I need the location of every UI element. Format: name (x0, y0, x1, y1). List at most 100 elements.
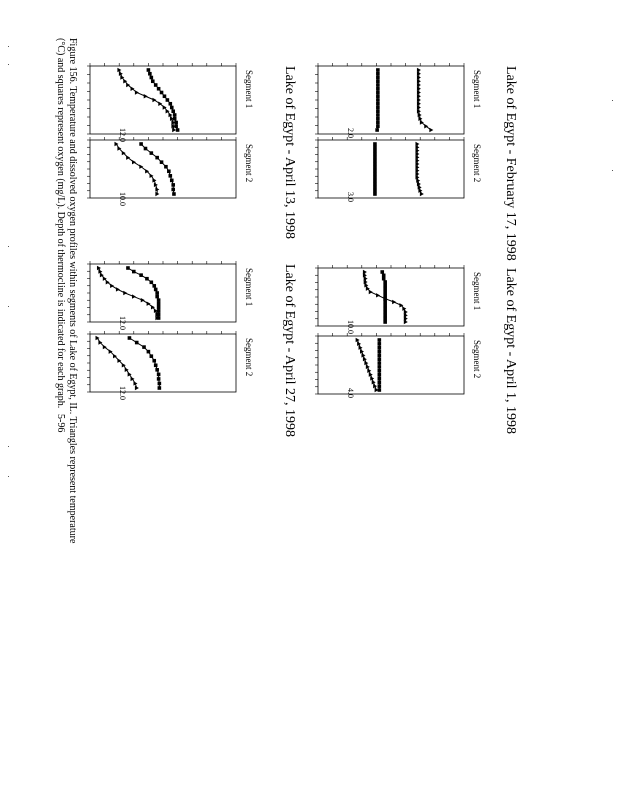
oxygen-point (153, 287, 158, 292)
temperature-point (114, 141, 119, 147)
oxygen-point (168, 101, 173, 106)
scan-speck (612, 170, 613, 171)
oxygen-point (377, 345, 382, 350)
temperature-point (153, 182, 158, 188)
oxygen-point (153, 363, 158, 368)
oxygen-point (149, 151, 154, 155)
oxygen-point (373, 188, 377, 193)
profile-panel-0-0: Segment 1 2.0 (315, 63, 482, 138)
oxygen-point (375, 128, 379, 132)
segment-label: Segment 1 (244, 268, 254, 306)
oxygen-point (373, 185, 377, 190)
temperature-point (368, 372, 373, 377)
temperature-point (120, 75, 125, 80)
oxygen-point (156, 301, 161, 306)
temperature-point (130, 376, 135, 382)
temperature-line (98, 267, 158, 318)
temperature-point (418, 116, 423, 121)
temperature-point (113, 353, 118, 359)
temperature-point (105, 280, 110, 285)
temperature-point (171, 120, 176, 125)
oxygen-point (381, 276, 386, 281)
temperature-point (139, 164, 144, 169)
temperature-point (416, 105, 421, 110)
oxygen-point (373, 142, 377, 146)
temperature-point (108, 349, 113, 354)
temperature-point (362, 269, 367, 275)
temperature-line (416, 144, 423, 195)
temperature-point (399, 303, 404, 308)
temperature-point (126, 155, 131, 160)
oxygen-point (376, 68, 380, 72)
temperature-point (123, 79, 128, 84)
temperature-point (363, 276, 368, 281)
oxygen-point (383, 306, 387, 311)
temperature-point (96, 265, 101, 271)
scan-speck (612, 100, 613, 101)
thermocline-depth-label: 4.0 (346, 388, 355, 398)
segment-label: Segment 2 (472, 144, 482, 182)
oxygen-point (377, 372, 382, 377)
temperature-point (115, 287, 120, 292)
oxygen-point (377, 380, 382, 385)
temperature-point (429, 127, 434, 133)
temperature-point (145, 169, 150, 174)
scan-speck (8, 306, 9, 307)
oxygen-point (373, 178, 377, 183)
temperature-point (362, 273, 367, 278)
oxygen-point (373, 165, 377, 170)
panel-frame (89, 65, 237, 135)
oxygen-point (376, 71, 380, 76)
temperature-point (416, 101, 421, 106)
temperature-point (102, 276, 107, 281)
temperature-point (415, 158, 420, 163)
oxygen-point (377, 349, 382, 354)
oxygen-point (377, 357, 382, 362)
oxygen-point (146, 68, 151, 72)
oxygen-point (157, 386, 162, 390)
scan-speck (8, 476, 9, 477)
oxygen-point (373, 162, 377, 166)
panel-frame (317, 65, 465, 135)
oxygen-point (377, 365, 382, 369)
oxygen-point (383, 303, 387, 308)
panel-frame (89, 333, 237, 393)
oxygen-point (376, 90, 380, 95)
temperature-point (355, 337, 360, 343)
temperature-point (416, 181, 421, 187)
temperature-point (165, 109, 170, 114)
oxygen-point (167, 169, 171, 174)
oxygen-point (155, 368, 159, 372)
oxygen-point (376, 83, 380, 87)
oxygen-point (156, 377, 161, 381)
oxygen-point (373, 168, 377, 173)
oxygen-point (156, 316, 161, 320)
temperature-point (158, 101, 163, 106)
temperature-point (357, 341, 362, 347)
oxygen-point (152, 358, 157, 363)
scan-speck (8, 446, 9, 447)
temperature-point (424, 124, 429, 129)
profile-panel-3-0: Segment 1 12.0 (87, 261, 254, 330)
thermocline-depth-label: 12.0 (118, 386, 127, 400)
oxygen-point (171, 183, 176, 187)
temperature-point (132, 294, 136, 299)
temperature-point (155, 191, 160, 197)
oxygen-point (164, 164, 168, 169)
oxygen-point (373, 152, 377, 156)
temperature-point (365, 286, 370, 291)
oxygen-point (373, 158, 377, 163)
temperature-point (117, 358, 122, 363)
oxygen-point (169, 178, 174, 183)
segment-label: Segment 1 (244, 70, 254, 108)
thermocline-depth-label: 12.0 (118, 128, 127, 142)
oxygen-point (383, 313, 387, 318)
oxygen-point (373, 155, 377, 160)
temperature-point (415, 168, 420, 173)
oxygen-point (376, 109, 380, 114)
oxygen-point (149, 280, 154, 285)
temperature-point (415, 148, 420, 153)
oxygen-point (172, 192, 176, 196)
oxygen-point (383, 310, 387, 314)
temperature-point (402, 306, 407, 311)
